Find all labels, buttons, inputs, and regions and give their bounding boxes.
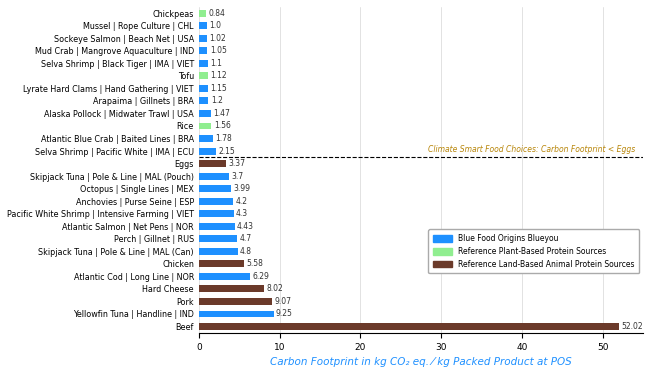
Text: 5.58: 5.58	[246, 259, 263, 269]
Text: 6.29: 6.29	[252, 272, 269, 281]
Text: 1.1: 1.1	[210, 59, 222, 68]
Bar	[199, 123, 211, 129]
Text: 8.02: 8.02	[266, 284, 283, 294]
Bar	[199, 47, 207, 54]
Bar	[199, 73, 208, 79]
Bar	[199, 60, 208, 67]
Text: 1.12: 1.12	[211, 71, 227, 80]
Bar	[199, 35, 207, 42]
Bar	[199, 285, 264, 292]
Bar	[199, 210, 233, 217]
Bar	[199, 160, 226, 167]
Text: 1.56: 1.56	[214, 122, 231, 131]
Text: 4.2: 4.2	[235, 197, 247, 206]
Text: 2.15: 2.15	[218, 147, 235, 156]
X-axis label: Carbon Footprint in kg CO₂ eq. ⁄ kg Packed Product at POS: Carbon Footprint in kg CO₂ eq. ⁄ kg Pack…	[270, 357, 572, 367]
Bar	[199, 198, 233, 205]
Text: 0.84: 0.84	[208, 9, 225, 18]
Bar	[199, 135, 213, 142]
Text: 1.78: 1.78	[216, 134, 232, 143]
Bar	[199, 260, 244, 267]
Bar	[199, 235, 237, 242]
Bar	[199, 185, 231, 192]
Bar	[199, 22, 207, 29]
Bar	[199, 10, 205, 17]
Text: 4.3: 4.3	[236, 209, 248, 218]
Text: 4.7: 4.7	[239, 234, 252, 243]
Text: 52.02: 52.02	[621, 322, 643, 331]
Text: 4.43: 4.43	[237, 222, 254, 231]
Bar	[199, 298, 272, 305]
Text: 3.7: 3.7	[231, 172, 243, 181]
Text: 3.37: 3.37	[228, 159, 246, 168]
Legend: Blue Food Origins Blueyou, Reference Plant-Based Protein Sources, Reference Land: Blue Food Origins Blueyou, Reference Pla…	[428, 229, 639, 273]
Bar	[199, 98, 209, 104]
Bar	[199, 323, 619, 330]
Bar	[199, 85, 208, 92]
Bar	[199, 110, 211, 117]
Bar	[199, 173, 229, 180]
Text: 9.25: 9.25	[276, 309, 292, 319]
Text: 1.47: 1.47	[213, 109, 230, 118]
Bar	[199, 148, 216, 154]
Bar	[199, 310, 274, 318]
Text: Climate Smart Food Choices: Carbon Footprint < Eggs: Climate Smart Food Choices: Carbon Footp…	[428, 145, 635, 154]
Text: 1.0: 1.0	[209, 21, 221, 30]
Text: 1.2: 1.2	[211, 96, 223, 105]
Text: 3.99: 3.99	[233, 184, 250, 193]
Text: 1.15: 1.15	[211, 84, 227, 93]
Bar	[199, 223, 235, 230]
Text: 4.8: 4.8	[240, 247, 252, 256]
Text: 1.02: 1.02	[209, 34, 226, 43]
Text: 1.05: 1.05	[210, 46, 227, 55]
Text: 9.07: 9.07	[274, 297, 291, 306]
Bar	[199, 273, 250, 280]
Bar	[199, 248, 238, 255]
